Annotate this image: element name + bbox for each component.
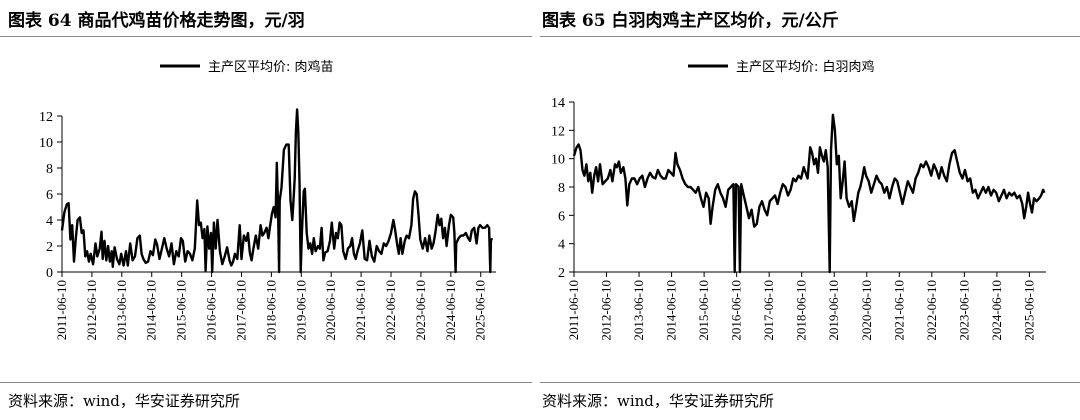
y-tick-label: 8 <box>46 162 53 177</box>
y-tick-label: 4 <box>46 214 53 229</box>
x-tick-label: 2017-06-10 <box>233 280 248 341</box>
x-tick-label: 2017-06-10 <box>761 280 776 341</box>
x-tick-label: 2015-06-10 <box>696 280 711 341</box>
figure-title: 图表 65 白羽肉鸡主产区均价，元/公斤 <box>542 11 839 31</box>
source-note: 资料来源：wind，华安证券研究所 <box>542 392 774 410</box>
x-tick-label: 2016-06-10 <box>729 280 744 341</box>
source-note: 资料来源：wind，华安证券研究所 <box>8 392 240 410</box>
x-tick-label: 2025-06-10 <box>473 280 488 341</box>
source-divider <box>0 382 532 383</box>
x-tick-label: 2021-06-10 <box>353 280 368 341</box>
legend-label: 主产区平均价: 肉鸡苗 <box>208 59 334 75</box>
x-tick-label: 2015-06-10 <box>174 280 189 341</box>
chart-panel-chicken-seedling: 图表 64 商品代鸡苗价格走势图，元/羽 主产区平均价: 肉鸡苗 0 2 4 6 8 10 1… <box>0 11 532 410</box>
line-chart: 主产区平均价: 白羽肉鸡 2 4 6 8 10 12 14 2011-06-10 2012-06-… <box>551 59 1046 341</box>
y-tick-label: 4 <box>558 238 565 253</box>
x-tick-label: 2011-06-10 <box>54 280 69 340</box>
x-tick-label: 2021-06-10 <box>891 280 906 341</box>
y-tick-label: 2 <box>46 240 53 255</box>
y-tick-label: 6 <box>46 188 53 203</box>
x-tick-label: 2025-06-10 <box>1021 280 1036 341</box>
series-line <box>572 113 1046 274</box>
legend-label: 主产区平均价: 白羽肉鸡 <box>736 59 875 75</box>
x-tick-label: 2019-06-10 <box>293 280 308 341</box>
x-tick-label: 2013-06-10 <box>631 280 646 341</box>
title-divider <box>0 36 532 37</box>
x-tick-label: 2019-06-10 <box>826 280 841 341</box>
x-tick-label: 2022-06-10 <box>383 280 398 341</box>
x-tick-label: 2013-06-10 <box>114 280 129 341</box>
x-tick-label: 2020-06-10 <box>323 280 338 341</box>
y-tick-label: 12 <box>39 110 53 125</box>
series-line <box>60 108 494 274</box>
x-tick-label: 2014-06-10 <box>144 280 159 341</box>
title-divider <box>540 36 1080 37</box>
line-chart: 主产区平均价: 肉鸡苗 0 2 4 6 8 10 12 2011-06-10 2012-06-10… <box>39 59 496 341</box>
x-tick-label: 2024-06-10 <box>989 280 1004 341</box>
x-tick-label: 2011-06-10 <box>566 280 581 340</box>
y-tick-label: 10 <box>551 153 565 168</box>
x-tick-label: 2018-06-10 <box>263 280 278 341</box>
chart-panel-broiler-price: 图表 65 白羽肉鸡主产区均价，元/公斤 主产区平均价: 白羽肉鸡 2 4 6 8 10 1… <box>540 0 1080 420</box>
x-tick-label: 2023-06-10 <box>956 280 971 341</box>
y-tick-label: 0 <box>46 266 53 281</box>
y-tick-label: 14 <box>551 96 565 111</box>
y-tick-label: 2 <box>558 266 565 281</box>
y-tick-label: 6 <box>558 209 565 224</box>
x-tick-label: 2012-06-10 <box>84 280 99 341</box>
source-divider <box>540 382 1080 383</box>
x-tick-label: 2018-06-10 <box>794 280 809 341</box>
y-tick-label: 10 <box>39 136 53 151</box>
figure-title: 图表 64 商品代鸡苗价格走势图，元/羽 <box>8 11 305 31</box>
y-tick-label: 12 <box>551 124 565 139</box>
x-tick-label: 2020-06-10 <box>859 280 874 341</box>
y-tick-label: 8 <box>558 181 565 196</box>
x-tick-label: 2024-06-10 <box>443 280 458 341</box>
x-tick-label: 2016-06-10 <box>204 280 219 341</box>
x-tick-label: 2014-06-10 <box>664 280 679 341</box>
x-tick-label: 2012-06-10 <box>599 280 614 341</box>
x-tick-label: 2022-06-10 <box>924 280 939 341</box>
legend: 主产区平均价: 白羽肉鸡 <box>688 59 875 75</box>
legend: 主产区平均价: 肉鸡苗 <box>160 59 334 75</box>
x-tick-label: 2023-06-10 <box>413 280 428 341</box>
